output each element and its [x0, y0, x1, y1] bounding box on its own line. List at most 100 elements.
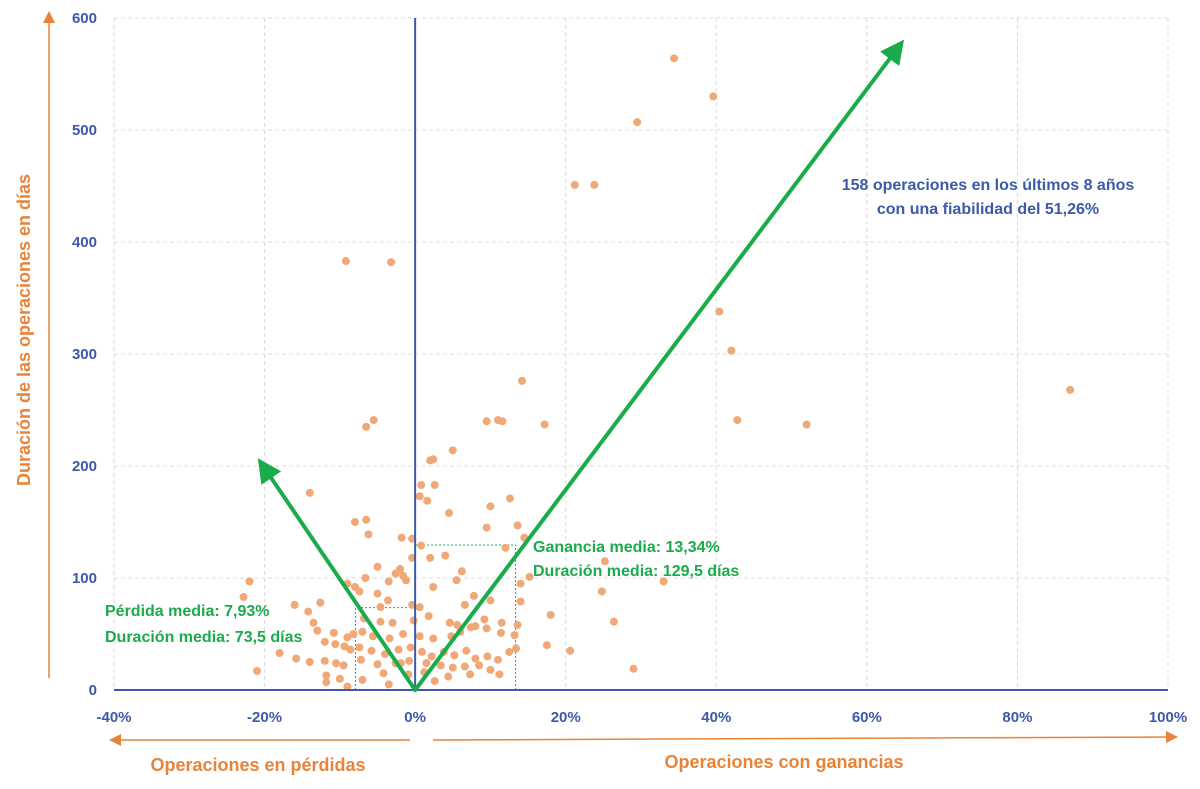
avg-gain-marker: [415, 544, 517, 690]
avg-gain-label: Ganancia media: 13,34%: [533, 539, 720, 556]
y-tick-label: 200: [72, 458, 97, 475]
data-point: [495, 670, 504, 679]
data-point: [339, 661, 348, 670]
data-point: [513, 521, 522, 530]
data-point: [422, 659, 431, 668]
data-point: [384, 577, 393, 586]
arrow-losses: [257, 458, 418, 692]
data-point: [379, 669, 388, 678]
avg-loss-label: Pérdida media: 7,93%: [105, 603, 270, 620]
y-tick-label: 0: [89, 682, 97, 699]
data-point: [406, 643, 415, 652]
data-point: [331, 640, 340, 649]
trend-arrows: [257, 39, 905, 692]
x-tick-label: 0%: [404, 709, 426, 726]
data-point: [493, 655, 502, 664]
data-point: [275, 649, 284, 658]
y-tick-label: 300: [72, 346, 97, 363]
x-tick-label: 100%: [1149, 709, 1187, 726]
data-point: [733, 416, 742, 425]
data-point: [369, 416, 378, 425]
data-point: [444, 672, 453, 681]
data-point: [343, 633, 352, 642]
x-tick-label: 80%: [1002, 709, 1032, 726]
x-axis-title-gains: Operaciones con ganancias: [664, 752, 903, 772]
grid: [113, 17, 1169, 690]
data-point: [802, 420, 811, 429]
data-point: [436, 661, 445, 670]
data-point: [462, 646, 471, 655]
data-point: [427, 652, 436, 661]
data-point: [384, 596, 393, 605]
data-point: [486, 665, 495, 674]
data-point: [313, 626, 322, 635]
data-point: [409, 616, 418, 625]
data-point: [408, 553, 417, 562]
data-point: [329, 628, 338, 637]
data-point: [516, 579, 525, 588]
data-point: [362, 515, 371, 524]
data-point: [471, 654, 480, 663]
data-point: [471, 622, 480, 631]
data-point: [498, 417, 507, 426]
data-point: [727, 346, 736, 355]
data-point: [253, 666, 262, 675]
data-point: [399, 630, 408, 638]
data-point: [513, 621, 522, 630]
data-point: [356, 655, 365, 664]
data-point: [430, 481, 439, 490]
summary-line-2: con una fiabilidad del 51,26%: [877, 201, 1099, 218]
data-point: [316, 598, 325, 607]
data-point: [633, 118, 642, 127]
data-point: [457, 567, 466, 576]
data-point: [600, 557, 609, 566]
data-point: [448, 663, 457, 672]
data-point: [405, 656, 414, 665]
data-point: [445, 618, 454, 627]
data-point: [506, 494, 515, 503]
data-point: [423, 496, 432, 505]
y-axis-title: Duración de las operaciones en días: [14, 174, 34, 486]
data-point: [292, 654, 301, 663]
tick-labels: -40% -20% 0% 20% 40% 60% 80% 100% 0 100 200 300 400 5…: [72, 10, 1187, 726]
reference-lines: [354, 544, 517, 690]
data-point: [1066, 385, 1075, 394]
data-point: [332, 659, 341, 668]
y-tick-label: 400: [72, 234, 97, 251]
data-point: [510, 631, 519, 640]
data-point: [460, 662, 469, 671]
data-point: [512, 644, 521, 653]
data-point: [715, 307, 724, 316]
data-point: [525, 572, 534, 581]
data-point: [305, 658, 314, 666]
x-tick-label: 20%: [551, 709, 581, 726]
data-point: [450, 651, 459, 660]
data-point: [430, 677, 439, 686]
data-point: [709, 92, 718, 101]
data-point: [322, 671, 331, 680]
data-point: [518, 376, 527, 385]
data-point: [482, 523, 491, 532]
data-point: [460, 600, 469, 609]
data-point: [355, 587, 364, 596]
data-point: [486, 596, 495, 605]
data-point: [391, 569, 400, 578]
data-point: [424, 612, 433, 621]
data-point: [350, 518, 359, 526]
x-tick-label: -40%: [96, 709, 131, 726]
data-point: [381, 650, 390, 659]
data-point: [417, 541, 426, 550]
data-point: [358, 627, 367, 636]
data-point: [453, 621, 462, 630]
data-point: [362, 422, 371, 431]
data-point: [482, 624, 491, 633]
data-point: [309, 618, 318, 627]
data-point: [629, 664, 638, 673]
data-point: [475, 661, 484, 670]
arrow-gains: [413, 39, 905, 692]
data-point: [239, 593, 248, 602]
data-point: [361, 574, 370, 582]
summary-line-1: 158 operaciones en los últimos 8 años: [842, 177, 1135, 194]
data-point: [373, 660, 382, 669]
